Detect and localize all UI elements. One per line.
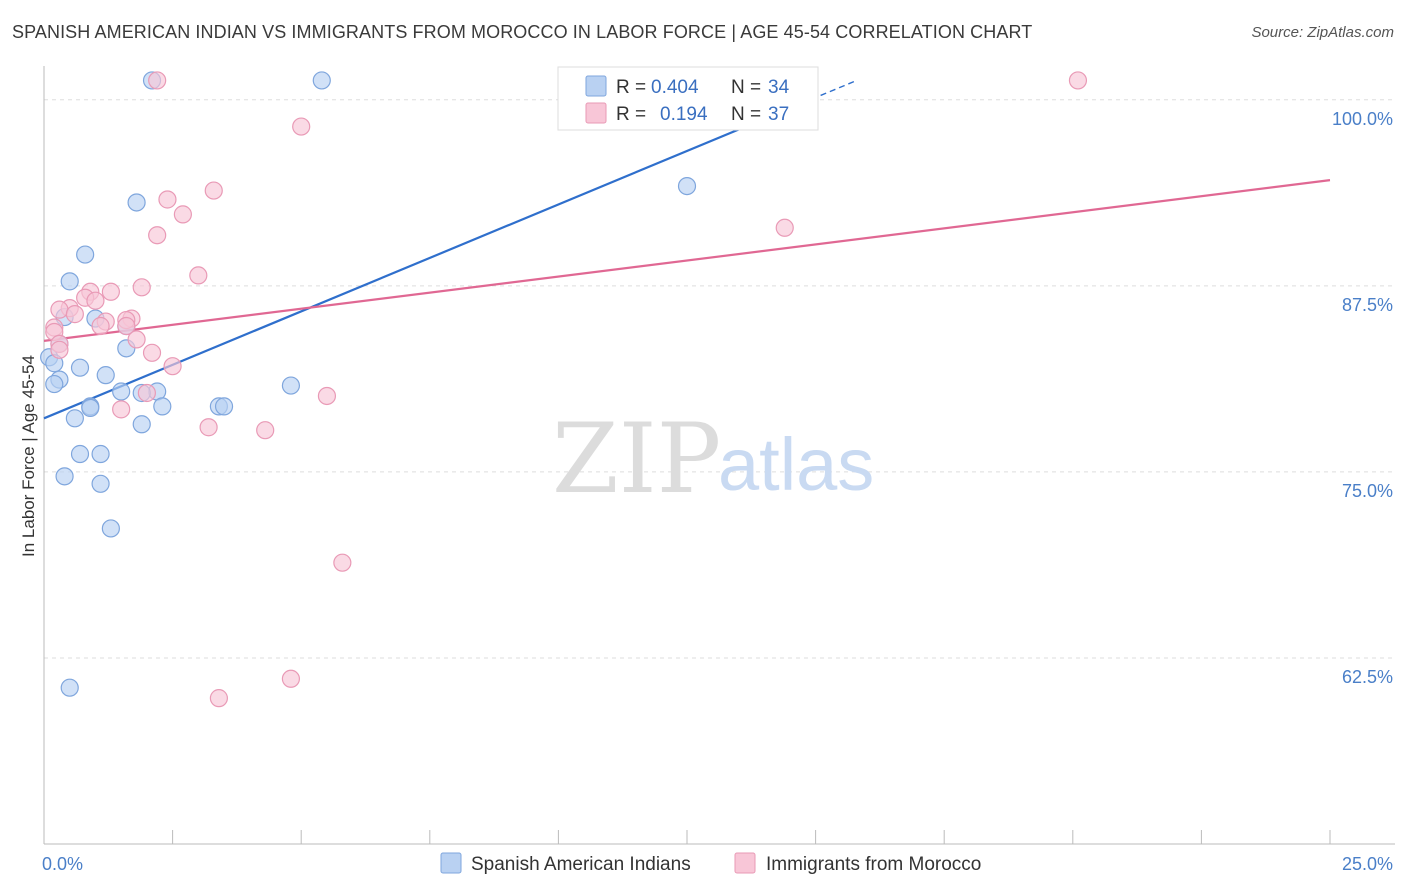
pink-point — [65, 305, 84, 324]
y-tick-label: 75.0% — [1342, 481, 1393, 501]
pink-point — [281, 669, 301, 688]
stats-r-value-2: 0.194 — [660, 104, 708, 125]
pink-point — [142, 343, 162, 362]
blue-point — [112, 382, 131, 401]
chart-title: SPANISH AMERICAN INDIAN VS IMMIGRANTS FR… — [12, 22, 1033, 42]
source-credit: Source: ZipAtlas.com — [1251, 24, 1394, 41]
pink-point — [292, 117, 311, 136]
series-legend-swatch-blue — [440, 852, 462, 874]
pink-point — [137, 383, 156, 403]
blue-point — [91, 474, 110, 493]
pink-point — [189, 266, 208, 285]
blue-point — [76, 245, 95, 264]
pink-point — [1068, 71, 1088, 90]
watermark-atlas: atlas — [718, 423, 874, 506]
stats-r-label-1: R = — [616, 77, 646, 98]
pink-point — [204, 181, 223, 200]
y-tick-label: 87.5% — [1342, 295, 1393, 315]
pink-point — [101, 282, 120, 301]
stats-n-label-1: N = — [731, 77, 761, 98]
blue-point — [65, 409, 84, 428]
blue-point — [281, 376, 301, 395]
blue-point — [45, 374, 64, 394]
pink-point — [50, 300, 69, 319]
y-axis-title: In Labor Force | Age 45-54 — [19, 355, 38, 557]
watermark: ZIP atlas — [552, 403, 874, 515]
blue-point — [127, 193, 146, 212]
blue-point — [70, 444, 90, 464]
series-legend-swatch-pink — [734, 852, 756, 874]
pink-point — [132, 278, 151, 297]
pink-point — [163, 357, 182, 376]
blue-point — [101, 519, 120, 538]
blue-point — [81, 398, 100, 417]
pink-point — [333, 553, 352, 572]
stats-legend-swatch-pink — [585, 102, 607, 124]
pink-point — [199, 418, 218, 437]
pink-point — [50, 340, 69, 359]
trend-lines — [43, 79, 1331, 420]
stats-n-label-2: N = — [731, 104, 761, 125]
stats-legend-swatch-blue — [585, 75, 607, 97]
pink-point — [86, 291, 105, 310]
stats-n-value-2: 37 — [768, 104, 789, 125]
blue-point — [214, 397, 234, 416]
blue-point — [96, 366, 115, 385]
pink-point — [256, 421, 275, 440]
gridlines — [44, 99, 1395, 659]
blue-point — [132, 415, 151, 434]
blue-point — [312, 71, 331, 90]
series-legend: Spanish American Indians Immigrants from… — [440, 852, 981, 875]
pink-point — [91, 316, 110, 336]
blue-point — [70, 358, 90, 377]
stats-r-label-2: R = — [616, 104, 646, 125]
y-tick-label: 100.0% — [1332, 109, 1393, 129]
blue-point — [153, 397, 172, 416]
stats-n-value-1: 34 — [768, 77, 790, 98]
y-tick-labels: 100.0% 87.5% 75.0% 62.5% — [1332, 109, 1393, 687]
x-tick-min: 0.0% — [42, 854, 83, 874]
x-tick-max: 25.0% — [1342, 854, 1393, 874]
watermark-zip: ZIP — [552, 403, 721, 515]
blue-point — [60, 272, 79, 291]
pink-point — [148, 226, 167, 245]
pink-point — [317, 386, 337, 406]
blue-point — [677, 177, 697, 196]
series-legend-label-pink: Immigrants from Morocco — [766, 854, 981, 875]
blue-point — [60, 678, 79, 697]
axes — [43, 66, 1395, 845]
pink-trend-line — [43, 179, 1331, 342]
series-legend-label-blue: Spanish American Indians — [471, 854, 691, 875]
pink-point — [127, 330, 146, 349]
pink-point — [112, 400, 131, 419]
pink-point — [209, 689, 228, 708]
data-points — [40, 71, 1088, 708]
stats-r-value-1: 0.404 — [651, 77, 699, 98]
pink-point — [117, 316, 136, 336]
y-tick-label: 62.5% — [1342, 667, 1393, 687]
stats-legend: R = 0.404 N = 34 R = 0.194 N = 37 — [557, 66, 819, 131]
pink-point — [775, 218, 794, 237]
pink-point — [173, 205, 192, 224]
pink-point — [148, 71, 167, 90]
blue-point — [91, 444, 110, 464]
pink-point — [158, 190, 177, 209]
blue-trend-line — [43, 113, 775, 420]
blue-point — [55, 467, 74, 486]
